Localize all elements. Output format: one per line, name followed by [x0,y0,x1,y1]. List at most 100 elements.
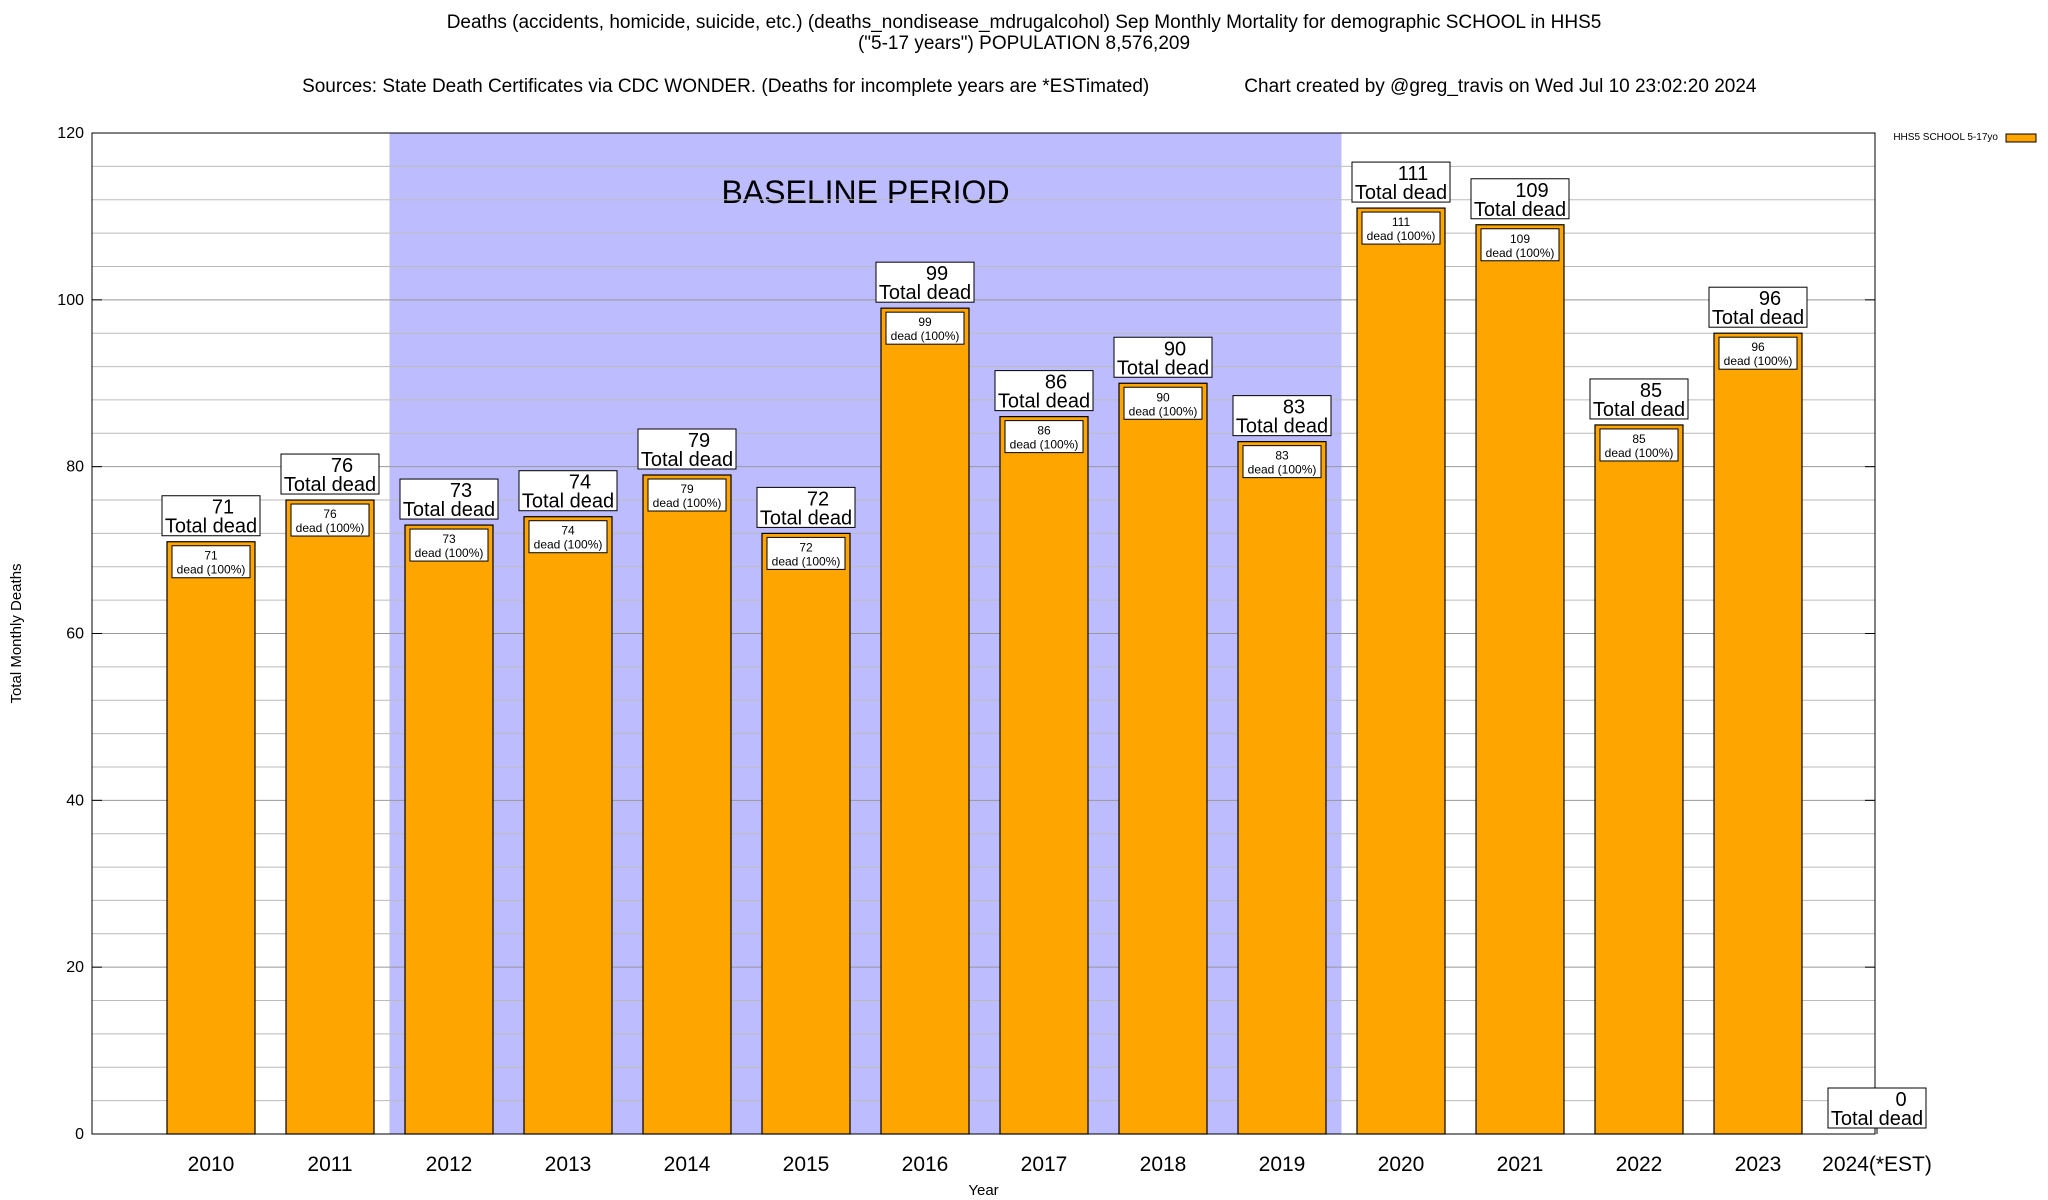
bar-inner-label-box [290,503,370,537]
bar-total-value: 73 [450,480,472,502]
bar-inner-value: 79 [680,482,694,496]
bar-total-label-box [1113,336,1213,378]
bar-inner-label: dead (100%) [891,329,960,343]
bar-total-label: Total dead [1593,399,1685,421]
bar-total-label: Total dead [522,491,614,513]
bar-inner-label: dead (100%) [1605,446,1674,460]
x-tick-label: 2022 [1616,1153,1663,1176]
bar [523,516,613,1135]
bar [642,474,732,1135]
bar-inner-value: 111 [1392,215,1411,229]
bar-inner-label-box [1480,228,1560,262]
bar-inner-label: dead (100%) [1367,229,1436,243]
bar-total-label-box [756,486,856,528]
bar-inner-value: 71 [204,549,218,563]
bar-inner-label-box [1718,336,1798,370]
bar [1356,207,1446,1135]
bar-inner-value: 109 [1510,232,1530,246]
chart-credit: Chart created by @greg_travis on Wed Jul… [1244,76,1757,97]
bar-inner-label-box [1599,428,1679,462]
y-tick-label: 60 [66,626,84,643]
legend-swatch [2005,133,2037,143]
x-tick-label: 2024(*EST) [1822,1153,1932,1176]
bar [1118,382,1208,1135]
bar-inner-label: dead (100%) [1010,438,1079,452]
y-tick-label: 80 [66,459,84,476]
bar-inner-value: 99 [918,315,932,329]
bar-inner-label: dead (100%) [653,496,722,510]
bar-inner-label: dead (100%) [415,546,484,560]
bar-inner-label: dead (100%) [1486,246,1555,260]
bar-total-label: Total dead [1117,357,1209,379]
x-tick-label: 2018 [1140,1153,1187,1176]
bar-inner-label-box [171,545,251,579]
bar-total-value: 99 [926,263,948,285]
bar-total-label-box [1351,161,1451,203]
bar-inner-value: 86 [1037,424,1051,438]
bar [1475,224,1565,1135]
bar-total-label-box [1232,395,1332,437]
bar-inner-label-box [1242,445,1322,479]
x-tick-label: 2019 [1259,1153,1306,1176]
bar-inner-label-box [647,478,727,512]
bar-inner-label-box [528,520,608,554]
bar-inner-value: 90 [1156,390,1170,404]
bar [999,416,1089,1135]
bar-total-label-box [994,370,1094,412]
x-tick-label: 2013 [545,1153,592,1176]
bar-total-value: 76 [331,455,353,477]
bar-total-label: Total dead [1712,307,1804,329]
plot-frame [91,132,1876,1135]
bar-inner-value: 83 [1275,449,1289,463]
bar-total-label: Total dead [760,507,852,529]
bar [880,307,970,1135]
bar-inner-value: 96 [1751,340,1765,354]
bar [761,532,851,1135]
bar-inner-label: dead (100%) [177,563,246,577]
x-tick-label: 2015 [783,1153,830,1176]
bar-total-label: Total dead [1355,182,1447,204]
bar-inner-value: 85 [1632,432,1646,446]
bar-total-label-box [1708,286,1808,328]
bar-inner-label: dead (100%) [296,521,365,535]
bar-inner-label: dead (100%) [1724,354,1793,368]
x-tick-label: 2011 [307,1153,352,1176]
bar-inner-value: 74 [561,524,575,538]
x-axis-label: Year [968,1182,998,1199]
bar-total-value: 85 [1640,380,1662,402]
y-tick-label: 120 [57,125,84,142]
bar-total-label-box [280,453,380,495]
y-tick-label: 20 [66,959,84,976]
x-tick-label: 2021 [1497,1153,1544,1176]
bar-total-value: 86 [1045,372,1067,394]
bar-inner-label-box [885,311,965,345]
bar [404,524,494,1135]
chart-sources-line: Sources: State Death Certificates via CD… [0,54,2048,98]
bar-total-label: Total dead [1474,199,1566,221]
bar-total-label-box [637,428,737,470]
bar-total-label: Total dead [998,391,1090,413]
y-tick-label: 40 [66,792,84,809]
bar-total-label-box [399,478,499,520]
x-tick-label: 2010 [188,1153,235,1176]
bar-total-value: 96 [1759,288,1781,310]
bar-total-value: 109 [1515,180,1548,202]
bar-total-value: 71 [212,497,234,519]
bar-total-label: Total dead [284,474,376,496]
x-tick-label: 2023 [1735,1153,1782,1176]
bar-inner-label-box [1123,386,1203,420]
bar-inner-value: 72 [799,540,813,554]
bar [1594,424,1684,1135]
bar [1237,441,1327,1135]
x-tick-label: 2012 [426,1153,473,1176]
baseline-label: BASELINE PERIOD [721,174,1009,210]
y-tick-label: 0 [75,1126,84,1143]
bar-total-value: 79 [688,430,710,452]
chart-title: Deaths (accidents, homicide, suicide, et… [446,12,1602,33]
legend-label: HHS5 SCHOOL 5-17yo [1893,132,1998,143]
bar-inner-label-box [409,528,489,562]
bar-total-label: Total dead [165,516,257,538]
bar [166,541,256,1135]
bar-inner-label-box [766,536,846,570]
